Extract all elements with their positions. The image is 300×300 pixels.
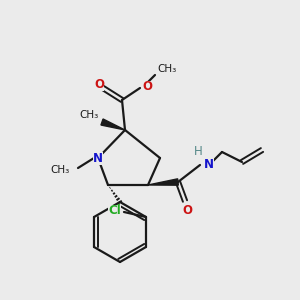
Text: Cl: Cl [108,205,121,218]
Text: H: H [194,145,202,158]
Polygon shape [148,179,178,185]
Text: O: O [94,77,104,91]
Text: CH₃: CH₃ [80,110,99,120]
Text: CH₃: CH₃ [51,165,70,175]
Text: O: O [142,80,152,94]
Polygon shape [101,119,125,130]
Text: N: N [204,158,214,170]
Text: O: O [182,204,192,217]
Text: CH₃: CH₃ [157,64,176,74]
Text: N: N [93,152,103,164]
